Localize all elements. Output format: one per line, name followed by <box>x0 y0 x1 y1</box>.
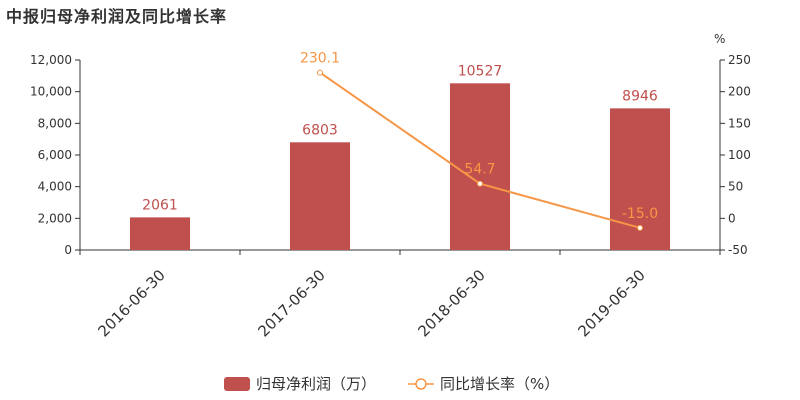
y-right-tick-label: 200 <box>728 85 751 99</box>
growth-value-label: 54.7 <box>464 162 495 178</box>
x-tick-label: 2019-06-30 <box>574 266 648 340</box>
legend-bar-label: 归母净利润（万） <box>256 375 376 393</box>
bar-value-label: 2061 <box>142 197 178 213</box>
y-right-tick-label: -50 <box>728 243 748 257</box>
y-left-tick-label: 2,000 <box>38 211 72 225</box>
legend-line-marker <box>415 378 427 390</box>
x-tick-label: 2018-06-30 <box>414 266 488 340</box>
growth-point <box>637 224 643 231</box>
legend-bar-swatch <box>224 377 250 391</box>
legend-line-label: 同比增长率（%） <box>440 375 559 393</box>
growth-value-label: 230.1 <box>300 51 340 67</box>
growth-point <box>317 69 323 76</box>
y-right-tick-label: 0 <box>728 211 736 225</box>
bar-series <box>130 83 670 250</box>
growth-point <box>477 180 483 187</box>
bar <box>130 217 190 250</box>
growth-value-label: -15.0 <box>622 206 658 222</box>
y-left-tick-label: 6,000 <box>38 148 72 162</box>
line-series <box>317 69 643 231</box>
y-right-tick-label: 250 <box>728 53 751 67</box>
y-left-tick-label: 10,000 <box>30 85 72 99</box>
bar <box>450 83 510 250</box>
y-right-tick-label: 100 <box>728 148 751 162</box>
y-left-tick-label: 0 <box>64 243 72 257</box>
y-right-tick-label: 150 <box>728 116 751 130</box>
y-left-tick-label: 4,000 <box>38 180 72 194</box>
bar-value-label: 8946 <box>622 88 658 104</box>
chart-title: 中报归母净利润及同比增长率 <box>6 7 228 26</box>
y-right-unit-label: % <box>714 32 725 46</box>
bar-value-label: 10527 <box>458 63 503 79</box>
bar <box>290 142 350 250</box>
y-right-tick-label: 50 <box>728 180 743 194</box>
x-tick-label: 2016-06-30 <box>94 266 168 340</box>
y-left-tick-label: 8,000 <box>38 116 72 130</box>
data-labels: 2061 6803 10527 8946 230.1 54.7 -15.0 <box>142 51 658 222</box>
bar-value-label: 6803 <box>302 122 338 138</box>
y-left-tick-label: 12,000 <box>30 53 72 67</box>
legend[interactable]: 归母净利润（万） 同比增长率（%） <box>224 375 559 393</box>
x-tick-label: 2017-06-30 <box>254 266 328 340</box>
